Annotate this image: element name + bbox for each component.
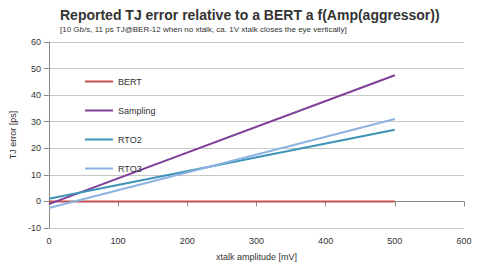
svg-text:Sampling: Sampling xyxy=(118,106,156,116)
svg-text:200: 200 xyxy=(180,236,195,246)
svg-text:xtalk amplitude [mV]: xtalk amplitude [mV] xyxy=(216,252,297,262)
svg-text:10: 10 xyxy=(31,170,41,180)
svg-text:20: 20 xyxy=(31,143,41,153)
svg-text:RTO2: RTO2 xyxy=(118,135,142,145)
svg-text:Reported TJ error relative to: Reported TJ error relative to a BERT a f… xyxy=(60,7,440,23)
svg-text:RTO3: RTO3 xyxy=(118,164,142,174)
svg-text:TJ error [ps]: TJ error [ps] xyxy=(8,111,18,160)
svg-text:500: 500 xyxy=(387,236,402,246)
svg-text:50: 50 xyxy=(31,64,41,74)
svg-text:400: 400 xyxy=(318,236,333,246)
svg-text:[10 Gb/s, 11 ps TJ@BER-12 when: [10 Gb/s, 11 ps TJ@BER-12 when no xtalk,… xyxy=(60,25,347,34)
svg-text:60: 60 xyxy=(31,37,41,47)
svg-text:100: 100 xyxy=(111,236,126,246)
svg-text:600: 600 xyxy=(456,236,471,246)
svg-text:40: 40 xyxy=(31,90,41,100)
svg-text:0: 0 xyxy=(46,236,51,246)
svg-text:0: 0 xyxy=(36,196,41,206)
svg-text:30: 30 xyxy=(31,117,41,127)
svg-text:300: 300 xyxy=(249,236,264,246)
svg-text:-10: -10 xyxy=(28,223,41,233)
svg-text:BERT: BERT xyxy=(118,77,142,87)
